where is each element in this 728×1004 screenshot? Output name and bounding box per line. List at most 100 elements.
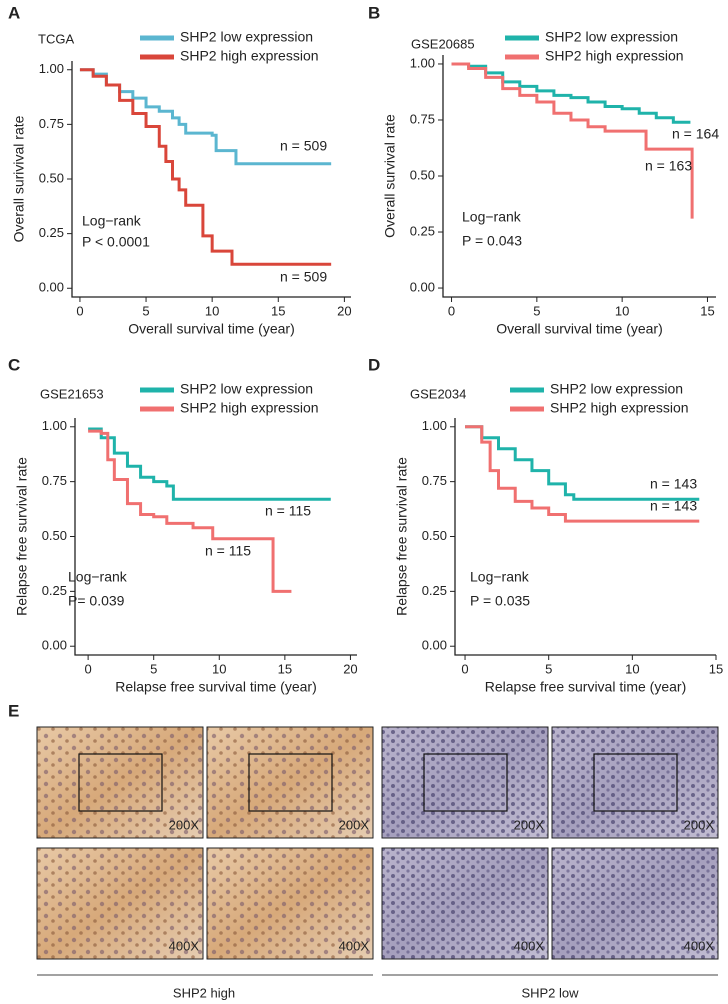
survival-curve — [88, 427, 331, 501]
zoom-box — [78, 753, 163, 812]
y-tick-label: 0.75 — [39, 116, 64, 131]
y-tick-label: 0.25 — [422, 583, 447, 598]
x-tick-label: 10 — [625, 661, 639, 676]
axis-line — [74, 418, 357, 656]
annotation: n = 143 — [650, 498, 697, 514]
survival-curve — [451, 62, 694, 219]
x-axis-label: Relapse free survival time (year) — [115, 679, 317, 695]
dataset-title: GSE21653 — [40, 386, 104, 401]
legend-label: SHP2 high expression — [180, 48, 319, 64]
panel-tag: A — [8, 3, 20, 22]
micrograph-texture — [36, 726, 204, 839]
y-tick-label: 0.75 — [42, 473, 67, 488]
legend-label: SHP2 high expression — [550, 400, 689, 416]
axis-line — [454, 418, 716, 656]
y-tick-label: 0.00 — [42, 638, 67, 653]
legend-label: SHP2 low expression — [545, 29, 678, 45]
x-tick-label: 15 — [271, 303, 285, 318]
micrograph-texture — [381, 726, 549, 839]
y-tick-label: 0.25 — [410, 223, 435, 238]
y-axis-label: Relapse free survival rate — [394, 457, 410, 616]
x-tick-label: 15 — [709, 661, 723, 676]
panel-tag: B — [368, 3, 380, 22]
magnification-label: 400X — [684, 938, 715, 953]
x-axis-label: Relapse free survival time (year) — [485, 679, 687, 695]
x-tick-label: 0 — [461, 661, 468, 676]
survival-curve — [465, 425, 700, 523]
y-axis-label: Overall survival rate — [382, 114, 398, 238]
legend-label: SHP2 high expression — [180, 400, 319, 416]
y-tick-label: 1.00 — [410, 55, 435, 70]
dataset-title: GSE2034 — [410, 386, 466, 401]
annotation: Log−rank — [68, 569, 128, 585]
x-tick-label: 5 — [545, 661, 552, 676]
micrograph-texture — [381, 847, 549, 960]
annotation: n = 509 — [280, 269, 327, 285]
y-tick-label: 0.25 — [39, 225, 64, 240]
annotation: n = 164 — [672, 126, 719, 142]
micrograph-texture — [551, 847, 719, 960]
group-label: SHP2 high — [173, 985, 235, 1000]
micrograph-texture — [206, 847, 374, 960]
annotation: Log−rank — [462, 209, 522, 225]
y-tick-label: 0.50 — [39, 170, 64, 185]
annotation: P= 0.039 — [68, 593, 125, 609]
y-axis-label: Relapse free survival rate — [14, 457, 30, 616]
y-tick-label: 0.00 — [39, 280, 64, 295]
y-tick-label: 0.75 — [410, 111, 435, 126]
panel-tag: C — [8, 355, 20, 374]
annotation: P = 0.035 — [470, 593, 530, 609]
axis-line — [71, 61, 351, 298]
survival-curve — [465, 425, 700, 501]
y-tick-label: 1.00 — [42, 418, 67, 433]
y-tick-label: 0.00 — [422, 638, 447, 653]
x-tick-label: 10 — [212, 661, 226, 676]
magnification-label: 400X — [169, 938, 200, 953]
annotation: Log−rank — [470, 569, 530, 585]
survival-curve — [451, 62, 691, 124]
x-tick-label: 15 — [700, 303, 714, 318]
legend-label: SHP2 low expression — [550, 381, 683, 397]
zoom-box — [593, 753, 678, 812]
y-tick-label: 0.50 — [410, 167, 435, 182]
x-tick-label: 5 — [142, 303, 149, 318]
survival-curve — [79, 68, 332, 266]
micrograph-texture — [551, 726, 719, 839]
annotation: n = 115 — [205, 543, 251, 559]
legend-label: SHP2 high expression — [545, 48, 684, 64]
y-tick-label: 1.00 — [422, 418, 447, 433]
annotation: n = 143 — [650, 476, 697, 492]
magnification-label: 400X — [514, 938, 545, 953]
zoom-box — [423, 753, 508, 812]
y-tick-label: 0.50 — [42, 528, 67, 543]
magnification-label: 200X — [514, 817, 545, 832]
x-tick-label: 5 — [533, 303, 540, 318]
x-tick-label: 0 — [448, 303, 455, 318]
magnification-label: 200X — [339, 817, 370, 832]
magnification-label: 200X — [169, 817, 200, 832]
group-label: SHP2 low — [521, 985, 579, 1000]
x-axis-label: Overall survival time (year) — [496, 321, 662, 337]
x-tick-label: 0 — [76, 303, 83, 318]
dataset-title: GSE20685 — [411, 36, 475, 51]
annotation: P = 0.043 — [462, 233, 522, 249]
annotation: n = 115 — [265, 503, 311, 519]
x-tick-label: 10 — [615, 303, 629, 318]
x-tick-label: 10 — [205, 303, 219, 318]
x-tick-label: 20 — [343, 661, 357, 676]
legend-label: SHP2 low expression — [180, 381, 313, 397]
annotation: P < 0.0001 — [82, 234, 150, 250]
panel-tag: E — [8, 701, 19, 720]
x-axis-label: Overall survival time (year) — [128, 321, 294, 337]
y-tick-label: 0.25 — [42, 583, 67, 598]
y-tick-label: 1.00 — [39, 61, 64, 76]
panel-tag: D — [368, 355, 380, 374]
zoom-box — [248, 753, 333, 812]
micrograph-texture — [36, 847, 204, 960]
micrograph-texture — [206, 726, 374, 839]
y-tick-label: 0.75 — [422, 473, 447, 488]
dataset-title: TCGA — [38, 31, 74, 46]
annotation: n = 509 — [280, 138, 327, 154]
